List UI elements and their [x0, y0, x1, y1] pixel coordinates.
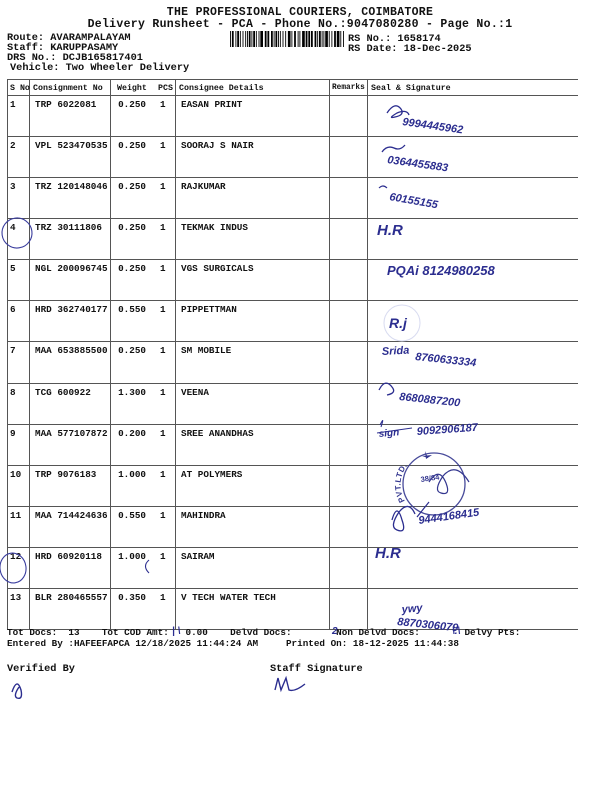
- svg-text:H.R: H.R: [375, 545, 401, 562]
- svg-text:\.\: \.\: [452, 626, 461, 637]
- svg-text:PQAi 8124980258: PQAi 8124980258: [387, 263, 495, 278]
- svg-text:| \: | \: [172, 626, 181, 637]
- svg-text:Srida: Srida: [382, 345, 410, 358]
- svg-text:0364455883: 0364455883: [387, 154, 449, 174]
- svg-text:R.j: R.j: [389, 315, 408, 331]
- svg-text:8760633334: 8760633334: [415, 351, 477, 369]
- svg-text:2: 2: [331, 626, 338, 637]
- svg-text:sign: sign: [378, 427, 399, 440]
- svg-text:8680887200: 8680887200: [399, 391, 462, 409]
- svg-text:9994445962: 9994445962: [402, 116, 464, 136]
- svg-text:ywy: ywy: [400, 602, 424, 616]
- svg-text:9444168415: 9444168415: [418, 506, 481, 527]
- svg-text:H.R: H.R: [377, 222, 403, 239]
- svg-text:60155155: 60155155: [388, 191, 439, 211]
- svg-text:9092906187: 9092906187: [416, 422, 479, 438]
